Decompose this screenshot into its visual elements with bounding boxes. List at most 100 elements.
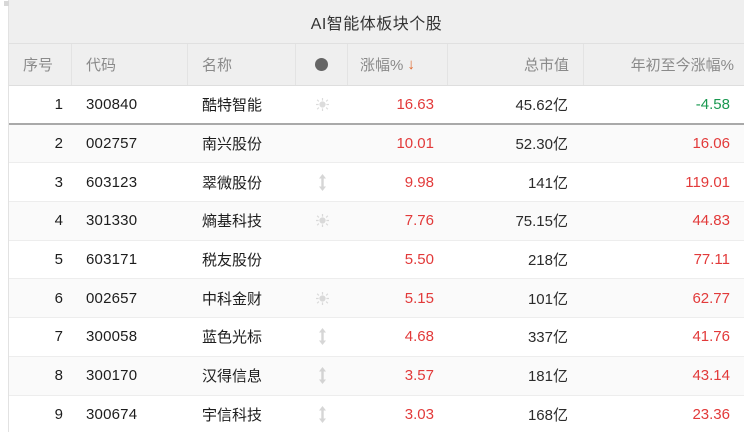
cell-flag[interactable]: [296, 279, 348, 317]
table-row[interactable]: 2 002757 南兴股份 10.01 52.30亿 16.06: [9, 124, 744, 164]
table-row[interactable]: 6 002657 中科金财 5.15 101亿 62.77: [9, 279, 744, 319]
cell-market-cap: 337亿: [448, 318, 584, 356]
cell-market-cap: 181亿: [448, 357, 584, 395]
column-header-label: 名称: [202, 57, 233, 74]
cell-name[interactable]: 酷特智能: [188, 86, 296, 123]
cell-code[interactable]: 300058: [72, 318, 188, 356]
cell-code[interactable]: 300674: [72, 396, 188, 432]
table-row[interactable]: 7 300058 蓝色光标 4.68 337亿 41.76: [9, 318, 744, 357]
cell-market-cap: 141亿: [448, 163, 584, 201]
cell-flag[interactable]: [296, 396, 348, 432]
up-down-arrow-icon[interactable]: [317, 328, 328, 346]
cell-flag[interactable]: [296, 318, 348, 356]
market-cap-value: 101亿: [527, 290, 568, 308]
stock-code: 300058: [86, 328, 138, 346]
table-row[interactable]: 4 301330 熵基科技 7.76 75.15亿 44.83: [9, 202, 744, 241]
change-pct-value: 7.76: [404, 212, 434, 230]
cell-index: 9: [9, 396, 72, 432]
row-index: 5: [54, 251, 63, 269]
stock-code: 300170: [86, 367, 138, 385]
table-row[interactable]: 8 300170 汉得信息 3.57 181亿 43.14: [9, 356, 744, 396]
ytd-change-value: 77.11: [693, 251, 730, 269]
cell-ytd-change-pct: 16.06: [584, 125, 744, 163]
column-header-code[interactable]: 代码: [72, 44, 188, 85]
stock-name: 翠微股份: [202, 174, 263, 192]
change-pct-value: 3.57: [404, 367, 434, 385]
cell-code[interactable]: 300840: [72, 86, 188, 123]
sparkle-icon[interactable]: [315, 291, 329, 305]
row-index: 4: [54, 212, 63, 230]
filled-circle-icon[interactable]: [315, 58, 328, 71]
stock-code: 300840: [86, 95, 138, 113]
cell-market-cap: 168亿: [448, 396, 584, 432]
row-index: 8: [54, 367, 63, 385]
column-header-mktcap[interactable]: 总市值: [448, 44, 584, 85]
market-cap-value: 337亿: [527, 329, 568, 347]
cell-index: 8: [9, 357, 72, 395]
table-header-row: 序号 代码 名称 涨幅% ↓ 总市值 年初至今涨幅%: [9, 44, 744, 86]
change-pct-value: 16.63: [396, 95, 434, 113]
cell-name[interactable]: 汉得信息: [188, 357, 296, 395]
cell-index: 3: [9, 163, 72, 201]
stock-name: 酷特智能: [202, 96, 263, 114]
cell-name[interactable]: 熵基科技: [188, 202, 296, 240]
cell-code[interactable]: 603171: [72, 241, 188, 279]
sparkle-icon[interactable]: [315, 214, 329, 228]
page-title: AI智能体板块个股: [310, 15, 443, 33]
ytd-change-value: 119.01: [685, 173, 730, 191]
cell-name[interactable]: 蓝色光标: [188, 318, 296, 356]
column-header-name[interactable]: 名称: [188, 44, 296, 85]
cell-ytd-change-pct: 41.76: [584, 318, 744, 356]
cell-code[interactable]: 300170: [72, 357, 188, 395]
cell-name[interactable]: 中科金财: [188, 279, 296, 317]
sort-descending-arrow-icon[interactable]: ↓: [407, 56, 415, 73]
cell-flag[interactable]: [296, 163, 348, 201]
cell-flag[interactable]: [296, 125, 348, 163]
column-header-index[interactable]: 序号: [9, 44, 72, 85]
column-header-change[interactable]: 涨幅% ↓: [348, 44, 448, 85]
cell-change-pct: 5.15: [348, 279, 448, 317]
ytd-change-value: 62.77: [692, 289, 730, 307]
cell-change-pct: 9.98: [348, 163, 448, 201]
column-header-label: 总市值: [523, 57, 569, 74]
up-down-arrow-icon[interactable]: [317, 405, 328, 423]
cell-code[interactable]: 002757: [72, 125, 188, 163]
cell-name[interactable]: 宇信科技: [188, 396, 296, 432]
cell-name[interactable]: 南兴股份: [188, 125, 296, 163]
cell-change-pct: 3.57: [348, 357, 448, 395]
column-header-label: 代码: [86, 57, 117, 74]
cell-code[interactable]: 002657: [72, 279, 188, 317]
market-cap-value: 75.15亿: [515, 213, 568, 231]
table-row[interactable]: 1 300840 酷特智能 16.63 45.62亿 -4.58: [9, 86, 744, 125]
sparkle-icon[interactable]: [315, 97, 329, 111]
change-pct-value: 10.01: [396, 135, 434, 153]
stock-table: 序号 代码 名称 涨幅% ↓ 总市值 年初至今涨幅% 1 300840 酷特智能 16.63 45.6…: [9, 44, 744, 432]
cell-ytd-change-pct: 119.01: [584, 163, 744, 201]
stock-code: 603123: [86, 173, 138, 191]
table-row[interactable]: 5 603171 税友股份 5.50 218亿 77.11: [9, 240, 744, 280]
cell-index: 2: [9, 125, 72, 163]
change-pct-value: 5.50: [404, 251, 434, 269]
table-row[interactable]: 9 300674 宇信科技 3.03 168亿 23.36: [9, 395, 744, 432]
stock-name: 宇信科技: [202, 406, 263, 424]
up-down-arrow-icon[interactable]: [317, 367, 328, 385]
cell-index: 1: [9, 86, 72, 123]
cell-index: 5: [9, 241, 72, 279]
column-header-label: 序号: [23, 57, 54, 74]
cell-market-cap: 52.30亿: [448, 125, 584, 163]
cell-code[interactable]: 603123: [72, 163, 188, 201]
table-row[interactable]: 3 603123 翠微股份 9.98 141亿 119.01: [9, 163, 744, 203]
cell-name[interactable]: 翠微股份: [188, 163, 296, 201]
cell-flag[interactable]: [296, 86, 348, 123]
cell-name[interactable]: 税友股份: [188, 241, 296, 279]
cell-flag[interactable]: [296, 357, 348, 395]
column-header-ytd[interactable]: 年初至今涨幅%: [584, 44, 744, 85]
stock-code: 002757: [86, 135, 138, 153]
cell-code[interactable]: 301330: [72, 202, 188, 240]
cell-flag[interactable]: [296, 241, 348, 279]
column-header-flag[interactable]: [296, 44, 348, 85]
ytd-change-value: 44.83: [692, 212, 730, 230]
cell-flag[interactable]: [296, 202, 348, 240]
up-down-arrow-icon[interactable]: [317, 173, 328, 191]
